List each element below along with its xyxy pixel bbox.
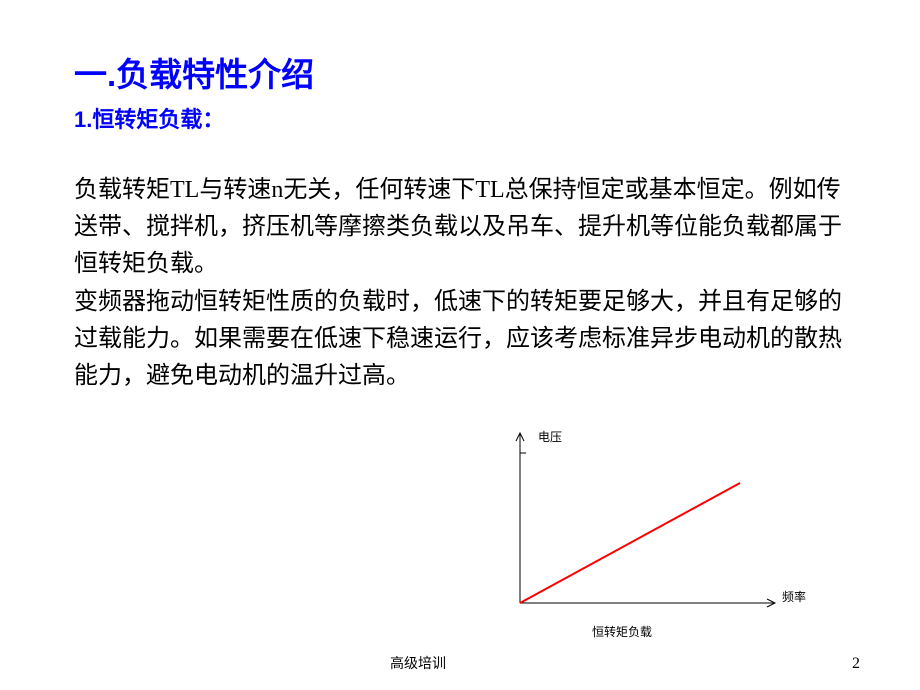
torque-line [520, 483, 740, 603]
body-paragraph-1: 负载转矩TL与转速n无关，任何转速下TL总保持恒定或基本恒定。例如传送带、搅拌机… [74, 172, 846, 284]
body-paragraph-2: 变频器拖动恒转矩性质的负载时，低速下的转矩要足够大，并且有足够的过载能力。如果需… [74, 284, 846, 396]
section-title: 一.负载特性介绍 [74, 48, 846, 96]
torque-chart: 电压 频率 恒转矩负载 [500, 428, 820, 628]
subsection-title: 1.恒转矩负载： [74, 102, 846, 134]
footer-text: 高级培训 [390, 653, 446, 673]
y-axis-label: 电压 [538, 428, 562, 445]
chart-svg [500, 428, 800, 618]
x-axis-label: 频率 [782, 588, 806, 605]
chart-caption: 恒转矩负载 [592, 623, 652, 640]
page-number: 2 [852, 655, 860, 673]
